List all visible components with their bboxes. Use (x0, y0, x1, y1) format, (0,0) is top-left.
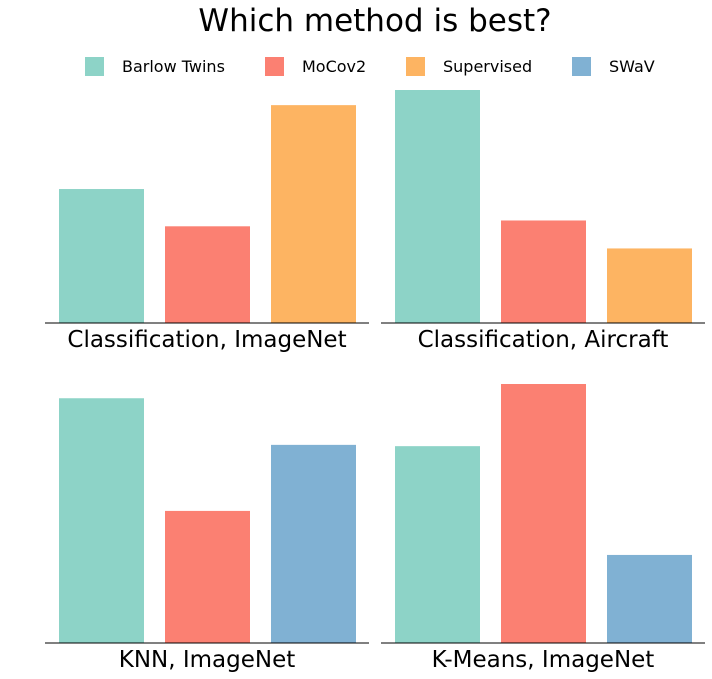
bar-swav (271, 444, 356, 643)
bar-swav (607, 554, 692, 643)
legend-swatch (572, 57, 591, 76)
bar-mocov2 (165, 510, 250, 643)
legend-item-supervised: Supervised (406, 57, 532, 76)
subplot-k-means-imagenet: K-Means, ImageNet (381, 384, 705, 673)
bar-supervised (607, 248, 692, 323)
subplot-title: Classification, Aircraft (418, 327, 669, 353)
legend-label: SWaV (609, 57, 655, 76)
legend-label: Barlow Twins (122, 57, 225, 76)
subplot-knn-imagenet: KNN, ImageNet (45, 398, 369, 673)
legend-swatch (265, 57, 284, 76)
bar-mocov2 (501, 384, 586, 643)
subplot-classification-imagenet: Classification, ImageNet (45, 105, 369, 353)
chart-title: Which method is best? (198, 3, 551, 39)
subplot-classification-aircraft: Classification, Aircraft (381, 90, 705, 353)
bar-barlow-twins (59, 189, 144, 323)
bar-mocov2 (165, 226, 250, 323)
legend-item-barlow-twins: Barlow Twins (85, 57, 225, 76)
subplot-title: K-Means, ImageNet (432, 647, 655, 673)
bar-barlow-twins (59, 398, 144, 643)
bar-barlow-twins (395, 90, 480, 323)
bar-barlow-twins (395, 446, 480, 643)
bar-mocov2 (501, 220, 586, 323)
legend-item-mocov2: MoCov2 (265, 57, 366, 76)
legend: Barlow Twins MoCov2 Supervised SWaV (85, 57, 655, 76)
legend-label: Supervised (443, 57, 532, 76)
bar-supervised (271, 105, 356, 324)
subplot-title: KNN, ImageNet (119, 647, 296, 673)
legend-swatch (85, 57, 104, 76)
subplots: Classification, ImageNet Classification, … (45, 90, 705, 673)
legend-item-swav: SWaV (572, 57, 655, 76)
legend-label: MoCov2 (302, 57, 366, 76)
legend-swatch (406, 57, 425, 76)
subplot-title: Classification, ImageNet (67, 327, 346, 353)
